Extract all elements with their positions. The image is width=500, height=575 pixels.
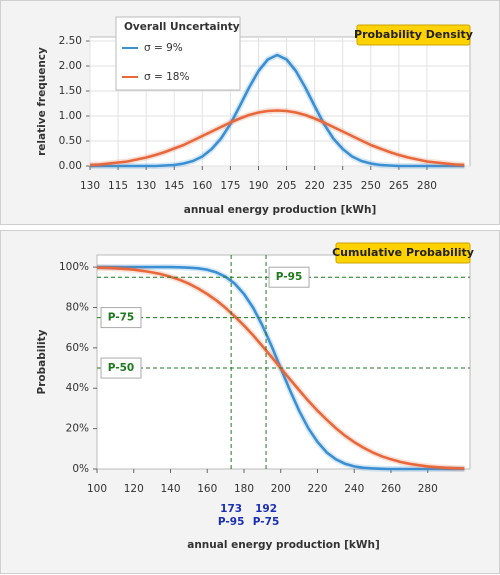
marker-label-box — [268, 266, 310, 288]
y-axis-title: Probability — [36, 329, 48, 394]
marker-label-box — [100, 307, 142, 329]
x-tick-label: 130 — [136, 180, 156, 192]
x-tick-label: 280 — [418, 483, 438, 495]
legend-title: Overall Uncertainty — [124, 21, 240, 33]
x-tick-label: 265 — [389, 180, 409, 192]
x-tick-label: 180 — [234, 483, 254, 495]
y-tick-label: 40% — [66, 382, 89, 394]
x-tick-label: 260 — [381, 483, 401, 495]
x-tick-label: 160 — [192, 180, 212, 192]
x-tick-label: 175 — [220, 180, 240, 192]
marker-label: P-75 — [108, 312, 134, 324]
marker-label-box — [100, 357, 142, 379]
x-tick-label: 280 — [417, 180, 437, 192]
x-tick-label: 240 — [344, 483, 364, 495]
v-marker-label: P-95 — [218, 516, 244, 528]
x-tick-label: 220 — [305, 180, 325, 192]
chart-title: Probability Density — [354, 28, 473, 41]
v-marker-value: 192 — [255, 503, 277, 515]
x-tick-label: 140 — [160, 483, 180, 495]
marker-label: P-50 — [108, 362, 134, 374]
legend-label: σ = 9% — [144, 42, 183, 54]
x-tick-label: 190 — [248, 180, 268, 192]
x-tick-label: 145 — [164, 180, 184, 192]
chart-title: Cumulative Probability — [332, 246, 474, 259]
plot-area — [96, 254, 471, 470]
y-tick-label: 2.00 — [59, 60, 82, 72]
legend-label: σ = 18% — [144, 71, 189, 83]
x-tick-label: 100 — [87, 483, 107, 495]
y-tick-label: 80% — [66, 301, 89, 313]
x-tick-label: 220 — [307, 483, 327, 495]
x-axis-title: annual energy production [kWh] — [184, 204, 377, 216]
x-tick-label: 130 — [80, 180, 100, 192]
x-tick-label: 235 — [333, 180, 353, 192]
y-tick-label: 0.00 — [59, 160, 82, 172]
y-tick-label: 1.50 — [59, 85, 82, 97]
title-badge — [356, 24, 471, 46]
marker-label: P-95 — [276, 271, 302, 283]
v-marker-value: 173 — [220, 503, 242, 515]
title-badge — [335, 242, 471, 264]
y-tick-label: 0.50 — [59, 135, 82, 147]
series-line — [90, 53, 465, 168]
y-tick-label: 0% — [72, 463, 89, 475]
y-tick-label: 60% — [66, 342, 89, 354]
x-tick-label: 120 — [124, 483, 144, 495]
x-tick-label: 205 — [277, 180, 297, 192]
y-tick-label: 1.00 — [59, 110, 82, 122]
x-tick-label: 250 — [361, 180, 381, 192]
x-tick-label: 200 — [271, 483, 291, 495]
series-line — [89, 109, 465, 167]
x-tick-label: 115 — [108, 180, 128, 192]
x-tick-label: 160 — [197, 483, 217, 495]
y-tick-label: 100% — [59, 261, 89, 273]
y-tick-label: 2.50 — [59, 35, 82, 47]
y-tick-label: 20% — [66, 423, 89, 435]
x-axis-title: annual energy production [kWh] — [187, 539, 380, 551]
y-axis-title: relative frequency — [36, 47, 48, 156]
v-marker-label: P-75 — [253, 516, 279, 528]
